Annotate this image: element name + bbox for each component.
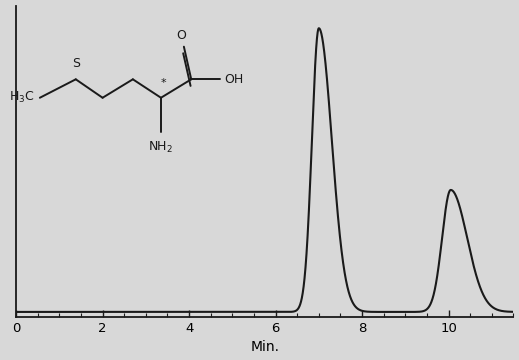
X-axis label: Min.: Min. bbox=[250, 341, 279, 355]
Text: S: S bbox=[72, 57, 80, 70]
Text: H$_3$C: H$_3$C bbox=[9, 90, 35, 105]
Text: O: O bbox=[176, 30, 186, 42]
Text: NH$_2$: NH$_2$ bbox=[148, 140, 173, 156]
Text: *: * bbox=[161, 78, 167, 89]
Text: OH: OH bbox=[225, 73, 244, 86]
